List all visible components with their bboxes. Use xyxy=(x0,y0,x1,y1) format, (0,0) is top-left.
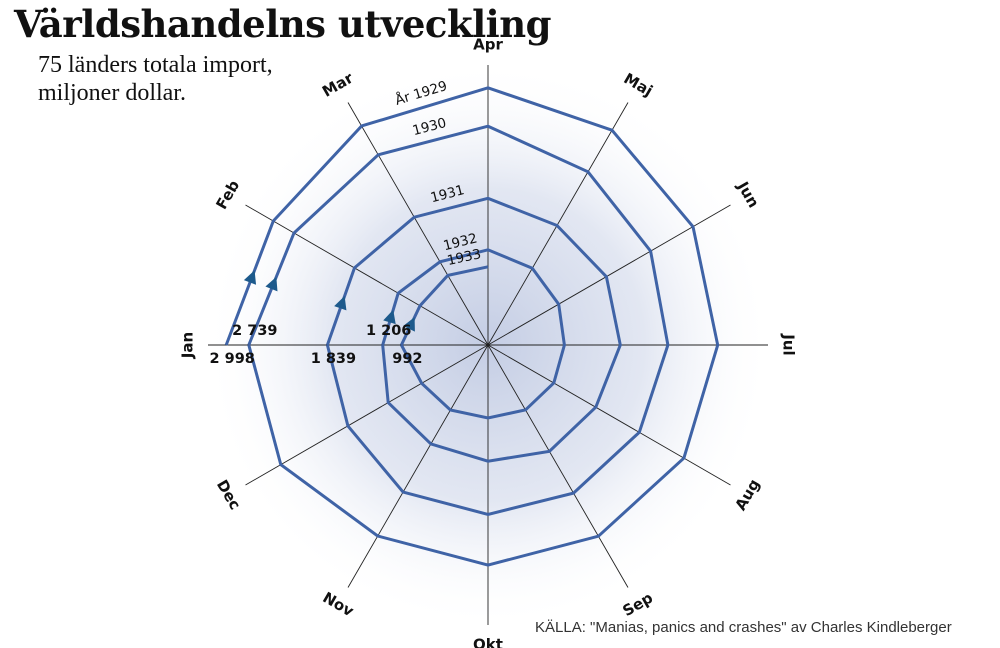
month-label-apr: Apr xyxy=(473,36,503,54)
value-label-år-1929: 2 998 xyxy=(209,351,254,367)
axis-line-aug xyxy=(487,344,731,486)
series-line-1931 xyxy=(325,196,622,463)
source-note: KÄLLA: "Manias, panics and crashes" av C… xyxy=(535,619,952,636)
axis-line-dec xyxy=(245,344,489,486)
month-label-jan: Jan xyxy=(179,332,197,359)
axis-line-maj xyxy=(487,102,629,346)
month-label-maj: Maj xyxy=(621,69,656,100)
arrow-år-1929 xyxy=(243,270,257,285)
axes xyxy=(208,65,768,625)
series-line-1930 xyxy=(247,124,670,516)
chart-subtitle: 75 länders totala import, miljoner dolla… xyxy=(38,51,273,107)
axis-line-nov xyxy=(347,344,489,588)
axis-line-feb xyxy=(245,204,489,346)
subtitle-line-2: miljoner dollar. xyxy=(38,80,186,106)
year-label-1933: 1933 xyxy=(446,246,483,269)
axis-line-sep xyxy=(487,344,629,588)
month-label-jul: Jul xyxy=(780,333,798,355)
value-label-1931: 1 839 xyxy=(311,351,356,367)
subtitle-line-1: 75 länders totala import, xyxy=(38,52,273,78)
arrow-1930 xyxy=(265,276,278,292)
value-label-1930: 2 739 xyxy=(232,323,277,339)
chart-title: Världshandelns utveckling xyxy=(14,2,551,46)
axis-line-jun xyxy=(487,204,731,346)
arrow-1932 xyxy=(383,309,396,325)
value-label-1933: 992 xyxy=(392,351,422,367)
series-line-år-1929 xyxy=(224,86,720,567)
month-label-jun: Jun xyxy=(733,178,763,211)
spirals xyxy=(224,86,720,567)
arrow-1931 xyxy=(334,295,347,311)
arrow-1933 xyxy=(403,317,415,332)
month-label-okt: Okt xyxy=(473,636,503,648)
series-line-1932 xyxy=(381,248,566,420)
axis-line-mar xyxy=(347,102,489,346)
value-label-1932: 1 206 xyxy=(366,323,411,339)
